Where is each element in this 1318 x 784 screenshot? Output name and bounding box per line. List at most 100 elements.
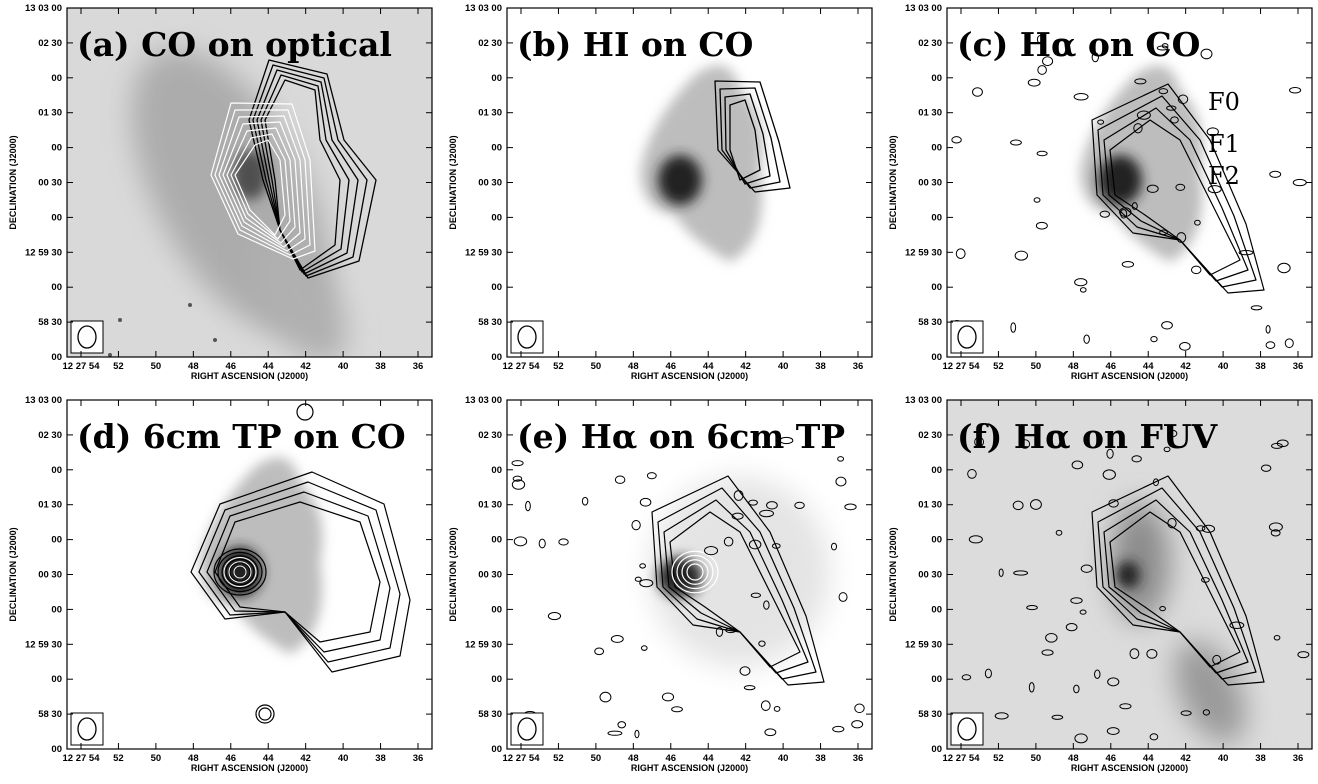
y-tick-label: 02 30 [478,430,502,441]
tp-core-contour-white [228,561,252,583]
co-peak [218,547,262,597]
y-tick-label: 00 [931,73,942,84]
noise-contour [837,456,845,462]
tp-contour [190,471,411,673]
noise-contour [512,475,523,482]
x-tick-label: 40 [778,753,789,764]
noise-contour [994,712,1009,720]
x-tick-label: 36 [413,361,424,372]
noise-contour [1158,88,1169,95]
noise-contour [794,501,805,509]
y-axis-title: DECLINATION (J2000) [8,527,18,621]
noise-contour [1033,197,1041,203]
x-tick-label: 38 [815,361,826,372]
y-tick-label: 00 [491,465,502,476]
tp-core-contour [229,562,251,583]
noise-contour [1176,232,1187,243]
noise-contour [1297,651,1310,659]
tp-source-contour [296,403,314,421]
y-tick-label: 13 03 00 [25,395,62,406]
y-tick-label: 01 30 [38,108,62,119]
panel-c-contours [951,35,1307,351]
noise-contour [955,248,966,259]
panel-f-plot: 12 27 54 52 50 48 46 44 42 40 38 36 RIGHT ASCENSIO… [888,395,1313,773]
y-tick-label: 00 [51,604,62,615]
noise-contour [1273,634,1281,641]
optical-tail [253,236,347,357]
tp-contour [214,501,381,643]
x-tick-label: 50 [1031,753,1042,764]
co-peak [1098,155,1142,205]
x-tick-label: 12 27 54 [63,753,101,764]
noise-contour [646,472,657,480]
x-tick-label: 44 [1143,753,1154,764]
noise-contour [1026,605,1038,611]
optical-star [303,43,307,47]
noise-contour [1036,35,1044,44]
hi-contour [714,80,791,193]
x-axis-title: RIGHT ASCENSION (J2000) [631,763,748,773]
noise-contour [763,600,770,610]
y-axis-title: DECLINATION (J2000) [448,527,458,621]
noise-contour [538,538,546,549]
y-tick-label: 00 [931,674,942,685]
noise-contour [1106,727,1120,735]
noise-contour [1106,448,1114,459]
noise-contour [614,475,626,484]
x-tick-label: 42 [740,753,751,764]
noise-contour [1014,250,1029,261]
noise-contour [671,706,683,713]
noise-contour [661,692,675,702]
tp-diffuse-emission [650,477,830,667]
noise-contour [974,436,985,448]
panel-label-a: (a) CO on optical [77,25,392,64]
panel-label-d: (d) 6cm TP on CO [77,417,406,456]
beam-ellipse [77,717,97,741]
noise-contour [610,635,624,643]
tp-contour-white [671,550,719,594]
noise-contour [1150,335,1158,343]
noise-contour [1190,265,1202,275]
noise-contour [1036,150,1048,157]
noise-contour [832,725,845,733]
halpha-contour [1103,499,1249,674]
y-tick-label: 12 59 30 [465,247,502,258]
x-tick-label: 12 27 54 [503,361,541,372]
noise-contour [525,500,531,512]
noise-contour [1097,119,1105,125]
x-tick-label: 40 [338,753,349,764]
noise-contour [715,626,724,637]
noise-contour [1201,577,1210,583]
noise-contour [1094,669,1101,679]
noise-contour [759,509,775,518]
halpha-contour [663,499,809,674]
noise-contour [1265,341,1276,349]
noise-contour [743,685,756,691]
x-tick-label: 42 [740,361,751,372]
noise-contour [1167,429,1178,438]
panel-a: 12 27 54 52 50 48 46 44 42 40 38 36 RIGHT ASCENSIO… [0,0,440,392]
x-axis-title: RIGHT ASCENSION (J2000) [631,371,748,381]
tp-contour [198,481,401,663]
noise-contour [1037,65,1047,75]
noise-contour [558,538,569,546]
noise-contour [961,674,972,681]
noise-contour [1119,703,1132,710]
noise-contour [1129,648,1140,659]
noise-contour [1079,287,1087,293]
panel-e-image [507,400,872,749]
noise-contour [1042,56,1054,67]
x-tick-label: 12 27 54 [943,753,981,764]
noise-contour [704,546,719,556]
y-tick-label: 00 [491,143,502,154]
noise-contour [1180,710,1192,716]
x-tick-label: 40 [1218,753,1229,764]
tp-core-contour [213,548,267,596]
noise-contour [764,728,777,737]
co-contour [256,69,359,275]
noise-contour [640,645,648,651]
panel-d-plot: 12 27 54 52 50 48 46 44 42 40 38 36 RIGHT ASCENSIO… [8,395,433,773]
panel-label-f: (f) Hα on FUV [957,417,1219,456]
panel-b-plot: 12 27 54 52 50 48 46 44 42 40 38 36 RIGHT ASCENSIO… [448,3,873,381]
noise-contour [1229,621,1245,630]
